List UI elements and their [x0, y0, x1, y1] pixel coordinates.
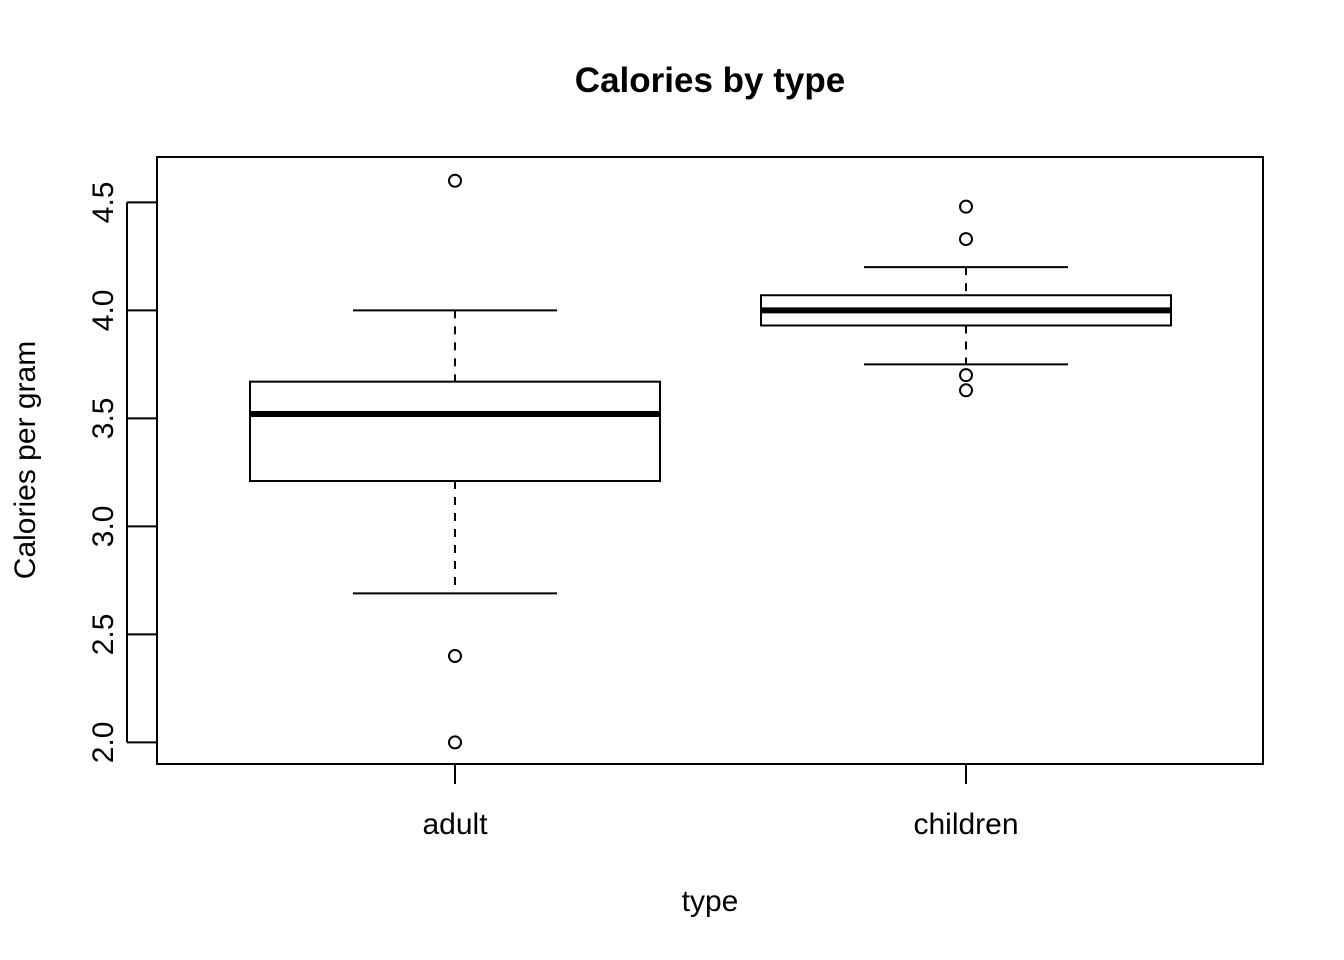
y-axis-label: Calories per gram [9, 341, 42, 579]
x-axis: adult children [422, 764, 1019, 841]
outlier-point [959, 368, 973, 383]
x-axis-label: type [682, 885, 739, 918]
outlier-point [959, 199, 973, 214]
y-tick-label: 2.5 [87, 614, 120, 656]
y-tick-label: 3.0 [87, 506, 120, 548]
y-tick-label: 4.0 [87, 290, 120, 332]
outlier-point [448, 735, 462, 750]
plot-frame [156, 156, 1264, 765]
x-tick-label: adult [422, 808, 488, 841]
outlier-point [448, 648, 462, 663]
outlier-point [959, 383, 973, 398]
y-tick-label: 3.5 [87, 398, 120, 440]
y-tick-label: 2.0 [87, 722, 120, 764]
box-adult [249, 173, 661, 750]
iqr-box [249, 380, 661, 483]
boxes-layer [249, 173, 1172, 750]
outlier-point [448, 173, 462, 188]
box-children [760, 199, 1172, 398]
x-tick-label: children [913, 808, 1018, 841]
y-axis: 2.0 2.5 3.0 3.5 4.0 4.5 [87, 182, 157, 764]
outlier-point [959, 232, 973, 247]
y-tick-label: 4.5 [87, 182, 120, 224]
chart-title: Calories by type [575, 61, 845, 100]
